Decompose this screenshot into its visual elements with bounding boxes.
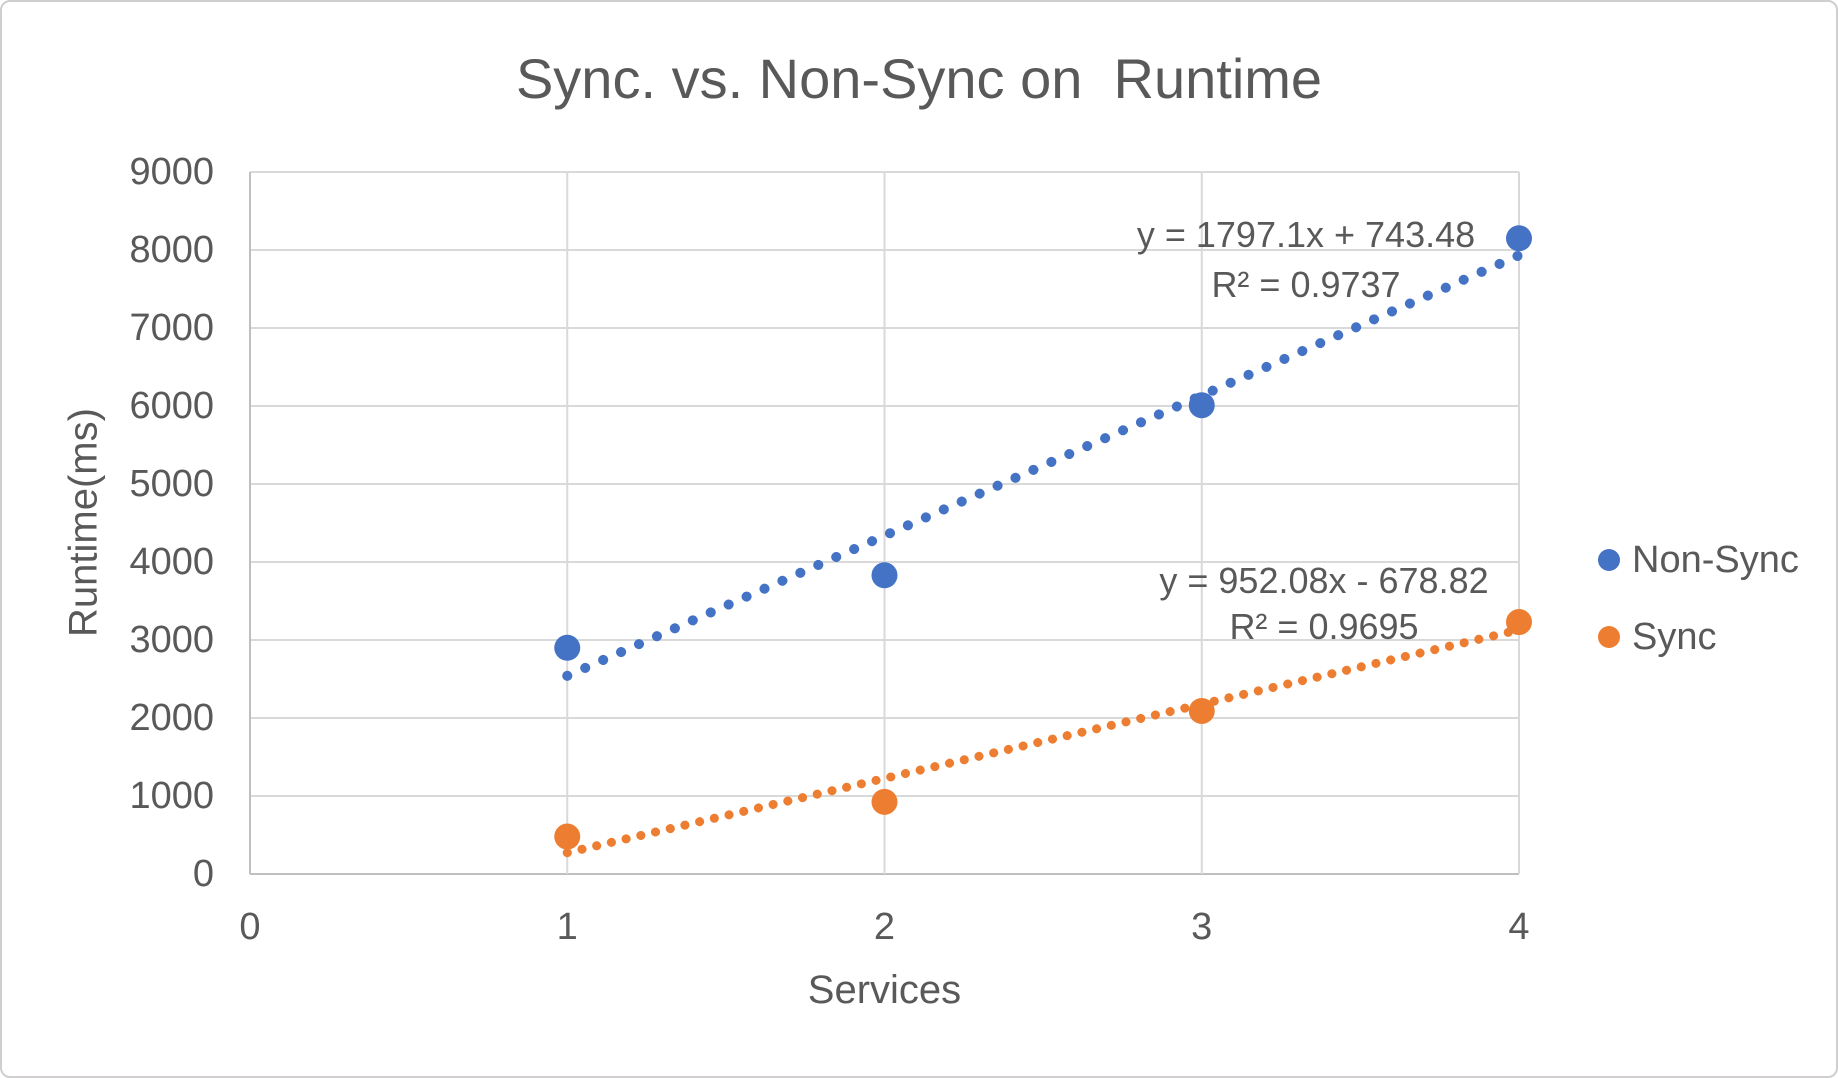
- y-tick-label: 3000: [129, 619, 214, 661]
- data-point-sync: [1506, 609, 1532, 636]
- data-point-non-sync: [871, 562, 898, 589]
- legend-marker-icon: [1598, 549, 1620, 571]
- data-point-non-sync: [1506, 225, 1532, 252]
- y-tick-label: 5000: [129, 463, 214, 505]
- data-point-sync: [871, 788, 898, 815]
- x-tick-label: 2: [873, 906, 896, 948]
- x-tick-label: 4: [1508, 906, 1530, 948]
- y-tick-label: 8000: [129, 229, 214, 271]
- y-tick-label: 4000: [129, 541, 214, 583]
- x-tick-label: 3: [1191, 906, 1213, 948]
- legend-label: Non-Sync: [1632, 539, 1799, 581]
- x-tick-label: 0: [239, 906, 261, 948]
- legend: Non-Sync Sync: [1598, 538, 1799, 659]
- trendline-equation-non-sync: y = 1797.1x + 743.48: [1136, 214, 1476, 255]
- y-tick-label: 0: [192, 853, 214, 895]
- legend-item-sync: Sync: [1598, 615, 1799, 659]
- trendline-r2-non-sync: R² = 0.9737: [1211, 264, 1401, 305]
- y-tick-label: 9000: [129, 151, 214, 193]
- legend-marker-icon: [1598, 626, 1620, 648]
- x-tick-label: 1: [556, 906, 578, 948]
- trendline-equation-sync: y = 952.08x - 678.82: [1159, 560, 1489, 601]
- trendline-sync: [562, 625, 1524, 858]
- y-axis-title: Runtime(ms): [61, 408, 106, 638]
- trendline-r2-sync: R² = 0.9695: [1229, 606, 1419, 647]
- data-point-sync: [1188, 697, 1215, 724]
- y-tick-label: 1000: [129, 775, 214, 817]
- trendline-non-sync: [562, 250, 1524, 681]
- data-point-non-sync: [1188, 392, 1215, 419]
- trendline-annotation-non-sync: y = 1797.1x + 743.48 R² = 0.9737: [1046, 210, 1566, 310]
- data-point-sync: [554, 823, 581, 850]
- x-axis-title: Services: [807, 968, 962, 1012]
- data-point-non-sync: [554, 634, 581, 661]
- legend-item-non-sync: Non-Sync: [1598, 538, 1799, 582]
- y-tick-label: 7000: [129, 307, 214, 349]
- y-tick-label: 6000: [129, 385, 214, 427]
- trendline-annotation-sync: y = 952.08x - 678.82 R² = 0.9695: [1064, 558, 1584, 650]
- y-tick-label: 2000: [129, 697, 214, 739]
- legend-label: Sync: [1632, 616, 1717, 658]
- chart-title: Sync. vs. Non-Sync on Runtime: [515, 47, 1323, 110]
